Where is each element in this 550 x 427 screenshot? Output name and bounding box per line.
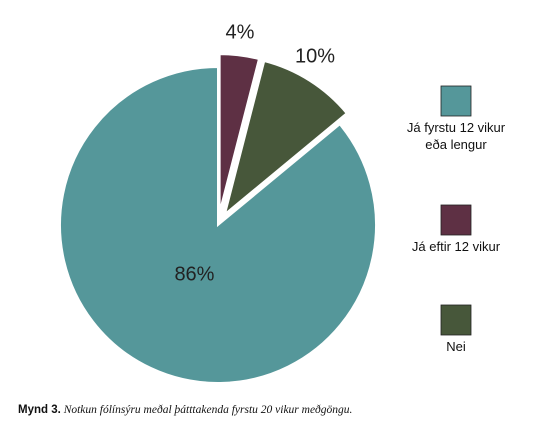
caption-label: Mynd 3. bbox=[18, 404, 61, 416]
slice-label-4: 4% bbox=[226, 21, 255, 43]
legend: Já fyrstu 12 vikur eða lengur Já eftir 12 … bbox=[407, 85, 506, 354]
legend-label-2: Já eftir 12 vikur bbox=[412, 239, 501, 254]
slice-ja-eftir-12-vikur bbox=[218, 53, 261, 213]
slice-labels: 4% 10% 86% bbox=[174, 21, 335, 285]
legend-swatch-1 bbox=[440, 85, 472, 117]
figure-caption: Mynd 3. Notkun fólínsýru meðal þátttaken… bbox=[18, 404, 538, 416]
legend-label-3: Nei bbox=[446, 339, 466, 354]
slice-ja-fyrstu-12-vikur bbox=[59, 65, 377, 384]
slice-label-10: 10% bbox=[295, 45, 335, 67]
slice-label-86: 86% bbox=[174, 263, 214, 285]
legend-label-1-line-2: eða lengur bbox=[425, 137, 487, 152]
pie-slices bbox=[59, 53, 377, 384]
slice-nei bbox=[223, 59, 349, 217]
legend-swatch-3 bbox=[440, 304, 472, 336]
legend-label-1-line-1: Já fyrstu 12 vikur bbox=[407, 120, 506, 135]
legend-swatch-2 bbox=[440, 204, 472, 236]
caption-text: Notkun fólínsýru meðal þátttakenda fyrst… bbox=[63, 404, 353, 416]
